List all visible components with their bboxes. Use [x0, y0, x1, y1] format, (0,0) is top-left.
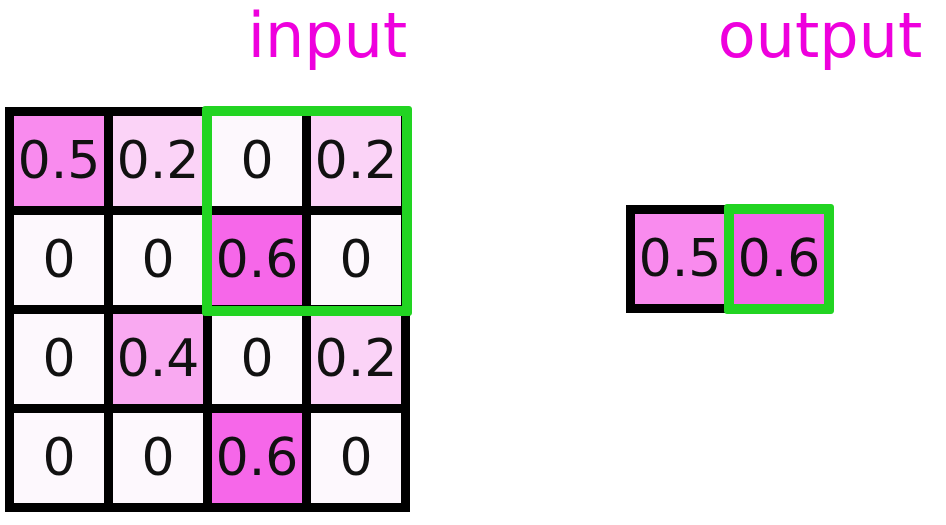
output-title: output	[717, 0, 923, 72]
input-cell-r0-c3: 0.2	[311, 116, 401, 206]
input-cell-r1-c0: 0	[14, 215, 104, 305]
input-cell-r3-c0: 0	[14, 413, 104, 503]
input-cell-r3-c3: 0	[311, 413, 401, 503]
input-title: input	[247, 0, 408, 72]
input-cell-r3-c2: 0.6	[212, 413, 302, 503]
input-cell-r2-c3: 0.2	[311, 314, 401, 404]
input-cell-r2-c0: 0	[14, 314, 104, 404]
input-cell-r2-c1: 0.4	[113, 314, 203, 404]
input-cell-r0-c1: 0.2	[113, 116, 203, 206]
input-cell-r0-c0: 0.5	[14, 116, 104, 206]
input-cell-r3-c1: 0	[113, 413, 203, 503]
input-grid: 0.5 0.2 0 0.2 0 0 0.6 0 0 0.4 0 0.2 0 0 0.6 0	[5, 107, 410, 512]
input-cell-r1-c1: 0	[113, 215, 203, 305]
output-cell-r0-c0: 0.5	[635, 214, 725, 304]
output-cell-r0-c1: 0.6	[734, 214, 824, 304]
input-cell-r0-c2: 0	[212, 116, 302, 206]
input-cell-r2-c2: 0	[212, 314, 302, 404]
input-cell-r1-c3: 0	[311, 215, 401, 305]
input-cell-r1-c2: 0.6	[212, 215, 302, 305]
output-grid: 0.5 0.6	[626, 205, 833, 313]
